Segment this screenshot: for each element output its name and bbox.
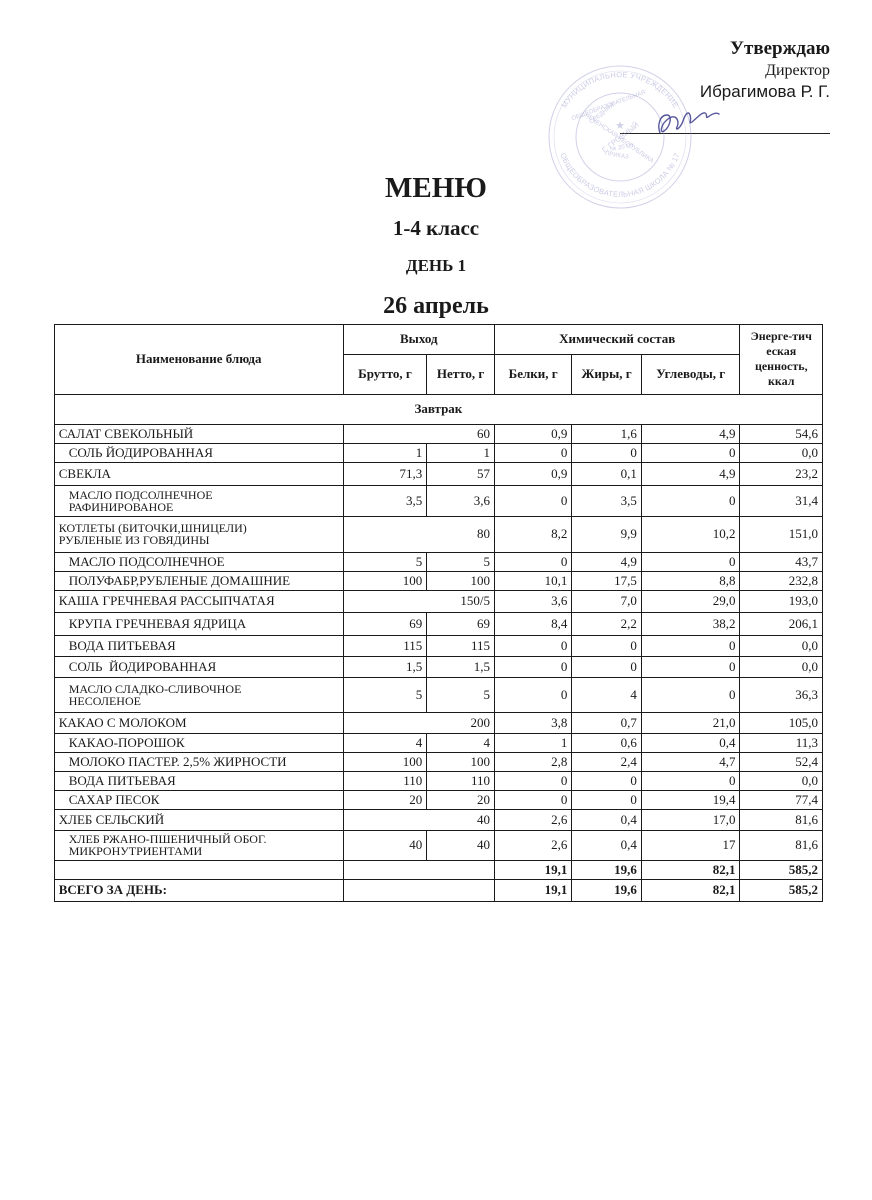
svg-text:★: ★: [615, 120, 625, 132]
svg-text:ПРИКАЗ: ПРИКАЗ: [605, 151, 630, 161]
